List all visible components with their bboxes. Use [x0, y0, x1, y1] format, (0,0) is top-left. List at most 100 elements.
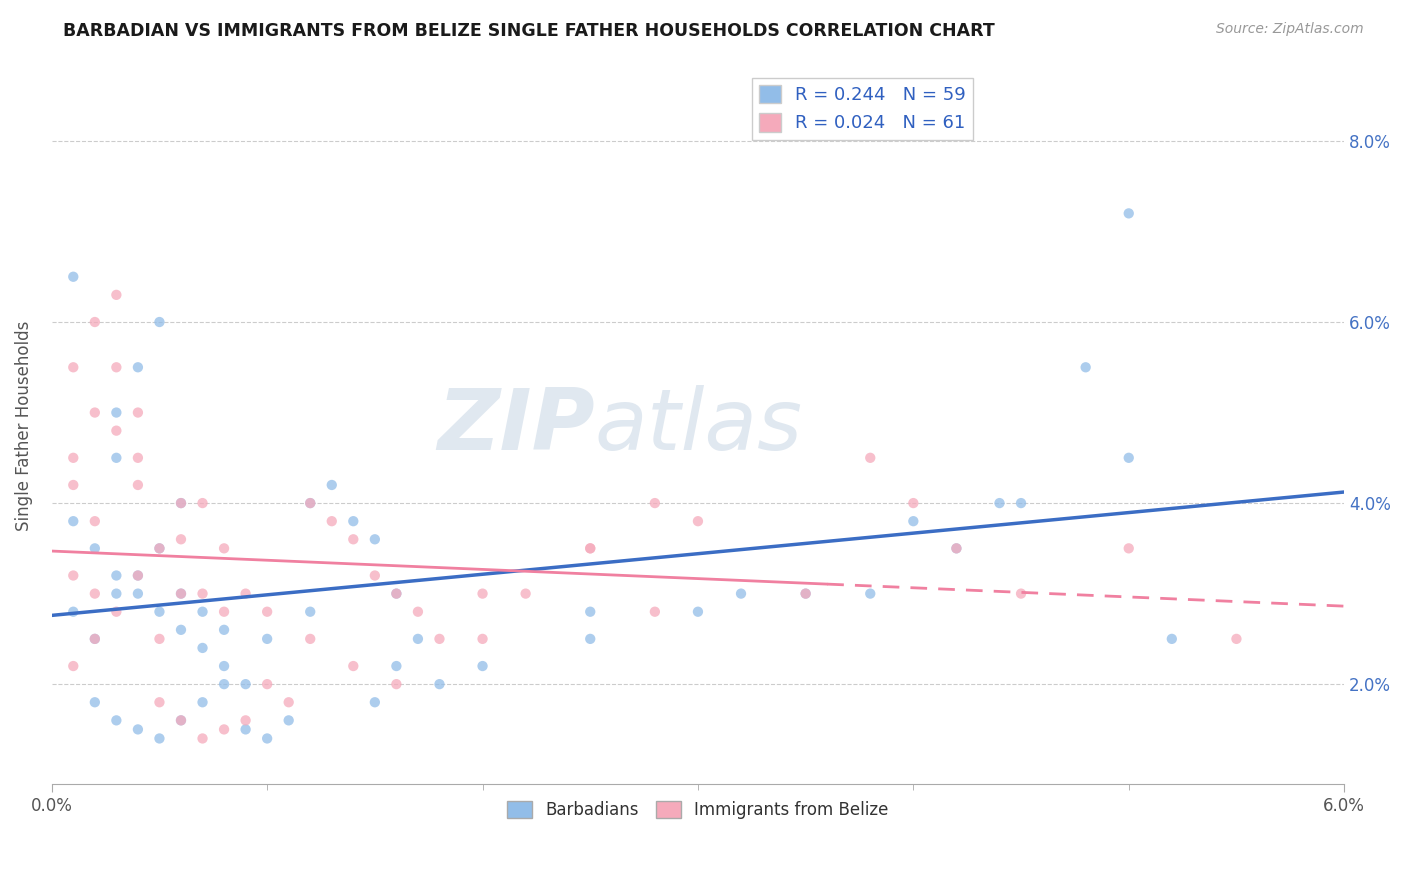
- Point: [429, 632, 451, 646]
- Point: [83, 514, 105, 528]
- Point: [1118, 450, 1140, 465]
- Point: [385, 586, 408, 600]
- Point: [644, 496, 666, 510]
- Point: [212, 723, 235, 737]
- Point: [859, 450, 882, 465]
- Point: [127, 568, 149, 582]
- Point: [83, 695, 105, 709]
- Point: [988, 496, 1011, 510]
- Point: [191, 640, 214, 655]
- Point: [212, 659, 235, 673]
- Point: [83, 405, 105, 419]
- Point: [62, 360, 84, 375]
- Point: [62, 605, 84, 619]
- Point: [148, 315, 170, 329]
- Point: [170, 714, 193, 728]
- Point: [235, 677, 257, 691]
- Point: [579, 541, 602, 556]
- Point: [859, 586, 882, 600]
- Point: [62, 269, 84, 284]
- Point: [579, 605, 602, 619]
- Point: [1118, 206, 1140, 220]
- Point: [342, 533, 364, 547]
- Point: [105, 424, 128, 438]
- Point: [148, 541, 170, 556]
- Point: [212, 677, 235, 691]
- Point: [730, 586, 752, 600]
- Point: [299, 496, 322, 510]
- Point: [321, 478, 343, 492]
- Point: [127, 586, 149, 600]
- Text: ZIP: ZIP: [437, 384, 595, 467]
- Point: [170, 496, 193, 510]
- Point: [191, 695, 214, 709]
- Point: [170, 586, 193, 600]
- Point: [83, 541, 105, 556]
- Point: [127, 405, 149, 419]
- Point: [342, 659, 364, 673]
- Point: [83, 632, 105, 646]
- Point: [148, 541, 170, 556]
- Point: [299, 496, 322, 510]
- Point: [277, 714, 299, 728]
- Point: [794, 586, 817, 600]
- Point: [471, 659, 494, 673]
- Point: [212, 623, 235, 637]
- Point: [1118, 541, 1140, 556]
- Point: [515, 586, 537, 600]
- Point: [644, 605, 666, 619]
- Point: [62, 659, 84, 673]
- Text: Source: ZipAtlas.com: Source: ZipAtlas.com: [1216, 22, 1364, 37]
- Point: [579, 541, 602, 556]
- Text: atlas: atlas: [595, 384, 803, 467]
- Point: [903, 514, 925, 528]
- Point: [256, 632, 278, 646]
- Point: [127, 450, 149, 465]
- Point: [256, 731, 278, 746]
- Point: [212, 605, 235, 619]
- Point: [127, 723, 149, 737]
- Point: [148, 695, 170, 709]
- Point: [321, 514, 343, 528]
- Point: [191, 605, 214, 619]
- Point: [170, 533, 193, 547]
- Point: [364, 695, 387, 709]
- Point: [471, 586, 494, 600]
- Y-axis label: Single Father Households: Single Father Households: [15, 321, 32, 532]
- Point: [1160, 632, 1182, 646]
- Point: [235, 723, 257, 737]
- Point: [170, 714, 193, 728]
- Point: [191, 586, 214, 600]
- Point: [579, 632, 602, 646]
- Point: [105, 586, 128, 600]
- Point: [364, 568, 387, 582]
- Point: [256, 677, 278, 691]
- Point: [1225, 632, 1247, 646]
- Point: [105, 568, 128, 582]
- Point: [105, 605, 128, 619]
- Point: [105, 714, 128, 728]
- Point: [191, 496, 214, 510]
- Point: [212, 541, 235, 556]
- Point: [83, 315, 105, 329]
- Point: [105, 288, 128, 302]
- Point: [429, 677, 451, 691]
- Point: [170, 496, 193, 510]
- Point: [170, 586, 193, 600]
- Point: [277, 695, 299, 709]
- Point: [256, 605, 278, 619]
- Point: [903, 496, 925, 510]
- Point: [686, 605, 709, 619]
- Point: [235, 714, 257, 728]
- Point: [127, 360, 149, 375]
- Point: [148, 632, 170, 646]
- Point: [471, 632, 494, 646]
- Point: [945, 541, 967, 556]
- Point: [170, 623, 193, 637]
- Point: [127, 478, 149, 492]
- Point: [794, 586, 817, 600]
- Point: [385, 659, 408, 673]
- Point: [1010, 586, 1032, 600]
- Point: [148, 731, 170, 746]
- Point: [342, 514, 364, 528]
